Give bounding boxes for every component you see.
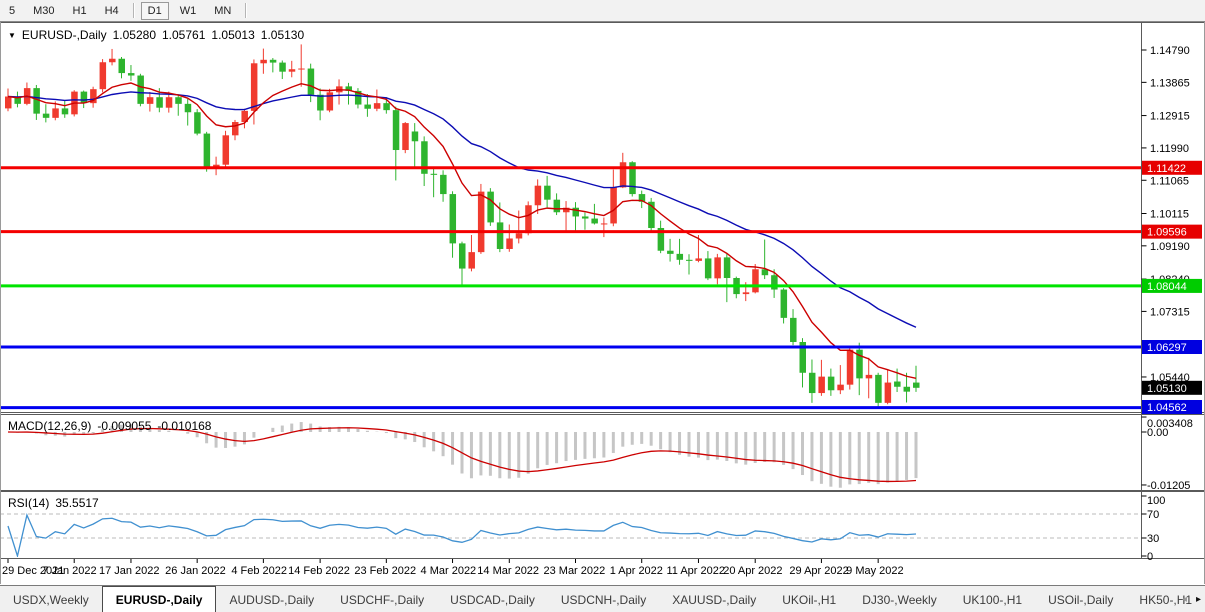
price-line-badge[interactable]: 1.05130 [1142,380,1202,395]
price-axis-label: 1.14790 [1150,45,1190,57]
rsi-axis-label: 30 [1147,533,1159,545]
time-axis-label: 29 Dec 2021 [2,565,64,577]
timeframe-toolbar: 5 M30 H1 H4 D1 W1 MN [0,0,1205,22]
chart-symbol-period: EURUSD-,Daily [21,28,107,42]
macd-indicator-label: MACD(12,26,9) -0.009055 -0.010168 [8,419,211,433]
price-axis-label: 1.11065 [1150,175,1189,187]
chart-tab-dj30-weekly[interactable]: DJ30-,Weekly [862,592,937,607]
chart-tab-usdcnh-daily[interactable]: USDCNH-,Daily [560,592,647,607]
price-axis-label: 1.07315 [1150,306,1190,318]
time-axis-label: 11 Apr 2022 [666,565,725,577]
time-axis-label: 26 Jan 2022 [165,565,226,577]
candlestick-series [5,44,920,407]
price-badge-label: 1.09596 [1147,227,1187,239]
macd-signal-value: -0.010168 [157,419,212,433]
price-line-badge[interactable]: 1.08044 [1142,278,1202,293]
timeframe-button-5[interactable]: 5 [9,4,16,17]
price-line-badge[interactable]: 1.09596 [1142,224,1202,239]
rsi-value: 35.5517 [55,496,99,510]
macd-main-value: -0.009055 [97,419,152,433]
toolbar-separator [245,3,247,18]
time-axis-label: 14 Feb 2022 [288,565,350,577]
price-badge-label: 1.06297 [1147,342,1187,354]
ohlc-high: 1.05761 [162,28,206,42]
ohlc-close: 1.05130 [260,28,305,42]
price-line-badge[interactable]: 1.11422 [1142,160,1202,175]
price-axis-label: 1.09190 [1150,241,1190,253]
timeframe-button-w1[interactable]: W1 [179,4,197,17]
rsi-line [7,513,917,557]
time-axis-label: 20 Apr 2022 [723,565,782,577]
rsi-name: RSI(14) [8,496,50,510]
macd-axis-label: 0.00 [1147,427,1168,439]
time-axis-label: 17 Jan 2022 [99,565,160,577]
price-line-badge[interactable]: 1.06297 [1142,340,1202,355]
time-axis-label: 7 Jan 2022 [42,565,96,577]
time-axis-label: 14 Mar 2022 [477,565,539,577]
time-axis-label: 9 May 2022 [846,565,903,577]
chart-tab-uk100-h1[interactable]: UK100-,H1 [962,592,1023,607]
chart-tab-usoil-daily[interactable]: USOil-,Daily [1048,592,1114,607]
ma-fast-line [7,82,917,380]
price-badge-label: 1.04562 [1147,402,1187,414]
price-badge-label: 1.08044 [1147,281,1187,293]
price-badge-label: 1.11422 [1147,163,1186,175]
chart-tab-audusd-daily[interactable]: AUDUSD-,Daily [229,592,315,607]
price-axis-label: 1.13865 [1150,77,1190,89]
chart-tab-usdcad-daily[interactable]: USDCAD-,Daily [450,592,535,607]
ohlc-open: 1.05280 [112,28,156,42]
time-axis-label: 23 Mar 2022 [543,565,605,577]
chart-tab-eurusd-daily[interactable]: EURUSD-,Daily [101,586,217,612]
rsi-axis-label: 100 [1147,495,1165,507]
macd-axis-label: 0.003408 [1147,418,1193,430]
symbol-dropdown-icon[interactable]: ▼ [8,31,16,40]
chart-tab-usdx-weekly[interactable]: USDX,Weekly [13,592,89,607]
timeframe-button-h4[interactable]: H4 [104,4,119,17]
time-axis-label: 29 Apr 2022 [789,565,848,577]
time-axis-label: 1 Apr 2022 [610,565,663,577]
tab-scroll-buttons: ◂ ▸ [1182,586,1201,612]
toolbar-separator [132,3,134,18]
ohlc-low: 1.05013 [211,28,255,42]
price-axis-label: 1.12915 [1150,111,1190,123]
price-axis-label: 1.11990 [1150,143,1189,155]
chart-tab-xauusd-daily[interactable]: XAUUSD-,Daily [672,592,757,607]
ma-slow-line [7,91,917,328]
chart-title: ▼ EURUSD-,Daily 1.05280 1.05761 1.05013 1.051… [8,28,304,42]
tab-scroll-left-icon[interactable]: ◂ [1181,594,1187,605]
time-axis-label: 23 Feb 2022 [354,565,416,577]
macd-name: MACD(12,26,9) [8,419,92,433]
tab-scroll-right-icon[interactable]: ▸ [1195,594,1201,605]
timeframe-button-d1[interactable]: D1 [140,1,169,20]
time-axis-label: 4 Mar 2022 [421,565,477,577]
macd-axis-label: -0.01205 [1147,480,1190,492]
timeframe-button-h1[interactable]: H1 [72,4,87,17]
timeframe-button-mn[interactable]: MN [214,4,232,17]
timeframe-button-m30[interactable]: M30 [33,4,55,17]
chart-tab-ukoil-h1[interactable]: UKOil-,H1 [782,592,837,607]
time-axis-label: 4 Feb 2022 [231,565,287,577]
chart-tab-usdchf-daily[interactable]: USDCHF-,Daily [340,592,425,607]
rsi-axis-label: 0 [1147,551,1153,563]
price-line-badge[interactable]: 1.04562 [1142,400,1202,414]
macd-signal-line [7,427,917,483]
rsi-indicator-label: RSI(14) 35.5517 [8,496,99,510]
chart-tabs-bar: USDX,Weekly EURUSD-,Daily AUDUSD-,Daily USD… [0,585,1205,612]
price-axis-label: 1.10115 [1150,208,1189,220]
rsi-axis-label: 70 [1147,509,1159,521]
chart-tab-hk50-h1[interactable]: HK50-,H1 [1139,592,1193,607]
price-badge-label: 1.05130 [1147,383,1187,395]
